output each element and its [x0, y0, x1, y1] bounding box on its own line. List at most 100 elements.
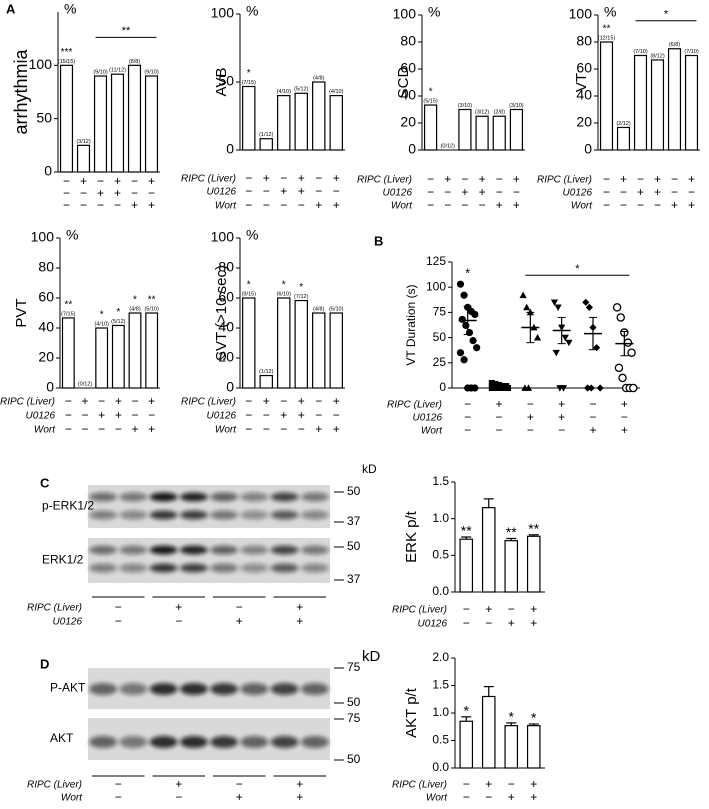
blot-band	[119, 563, 148, 573]
y-tick-label: 80	[218, 259, 234, 275]
condition-sign: −	[637, 198, 644, 212]
bar-note: (7/15)	[242, 80, 257, 86]
unit-label: %	[64, 1, 76, 17]
blot-band	[149, 683, 178, 695]
condition-sign: −	[81, 408, 88, 422]
condition-sign: +	[589, 423, 596, 437]
y-tick-label: 0	[439, 380, 446, 394]
condition-sign: −	[65, 422, 72, 436]
condition-label: U0126	[418, 619, 448, 630]
data-point	[552, 349, 560, 357]
bar-note: (2/12)	[616, 121, 631, 127]
blot-band	[119, 510, 148, 520]
bar	[526, 535, 541, 593]
bar	[526, 725, 541, 769]
condition-sign: −	[688, 185, 695, 199]
blot-band	[210, 545, 239, 555]
condition-sign: +	[298, 408, 305, 422]
condition-sign: +	[131, 422, 138, 436]
condition-sign: −	[496, 185, 503, 199]
blot-band	[89, 736, 118, 748]
data-point	[492, 380, 499, 387]
blot-band	[270, 736, 299, 748]
condition-sign: +	[315, 198, 322, 212]
blot-band	[119, 683, 148, 695]
y-tick-label: 80	[576, 33, 592, 49]
y-tick-label: 1.0	[432, 511, 449, 525]
condition-sign: −	[263, 198, 270, 212]
significance-star: *	[100, 310, 104, 321]
data-point	[554, 304, 562, 311]
condition-sign: +	[530, 602, 537, 616]
significance-star: ***	[61, 47, 73, 58]
blot-band	[270, 545, 299, 555]
condition-sign: +	[485, 602, 492, 616]
condition-sign: −	[671, 185, 678, 199]
data-point	[596, 384, 604, 392]
bar-note: (2/8)	[494, 110, 505, 116]
mw-marker-label: 75	[347, 660, 361, 674]
condition-sign: −	[603, 185, 610, 199]
condition-sign: −	[115, 777, 122, 791]
blot-row-label: p-ERK1/2	[42, 499, 94, 513]
condition-sign: −	[315, 408, 322, 422]
bar-note: (9/10)	[144, 69, 159, 75]
condition-sign: +	[315, 422, 322, 436]
y-tick-label: 50	[433, 330, 447, 344]
bar-note: (7/10)	[633, 49, 648, 55]
blot-band	[300, 683, 329, 695]
data-point	[469, 337, 477, 345]
y-tick-label: 60	[400, 60, 416, 76]
condition-sign: −	[496, 172, 503, 186]
condition-sign: −	[236, 600, 243, 614]
condition-sign: +	[114, 174, 121, 188]
condition-sign: +	[148, 198, 155, 212]
y-axis-label: SCD	[395, 66, 412, 98]
data-point	[587, 384, 595, 392]
significance-star: **	[461, 523, 472, 539]
mw-marker-label: 75	[347, 711, 361, 725]
y-tick-label: 1.5	[432, 474, 449, 488]
condition-sign: −	[508, 777, 515, 791]
significance-star: **	[64, 300, 72, 311]
y-tick-label: 100	[29, 56, 53, 72]
y-tick-label: 0.5	[432, 733, 449, 747]
significance-star: *	[116, 307, 120, 318]
data-point	[501, 385, 508, 391]
y-tick-label: 25	[433, 355, 447, 369]
blot-band	[149, 510, 178, 520]
condition-sign: +	[513, 198, 520, 212]
condition-sign: −	[444, 198, 451, 212]
data-point	[462, 321, 470, 330]
blot-band	[300, 510, 329, 520]
condition-sign: +	[131, 198, 138, 212]
y-tick-label: 20	[218, 349, 234, 365]
bar	[599, 41, 614, 151]
significance-star: *	[133, 295, 137, 306]
condition-sign: +	[115, 394, 122, 408]
y-tick-label: 100	[569, 6, 593, 22]
bar-note: (6/10)	[277, 291, 292, 297]
data-point	[523, 303, 531, 311]
condition-label: U0126	[207, 411, 237, 422]
bar	[504, 540, 519, 593]
condition-sign: −	[131, 174, 138, 188]
condition-sign: −	[603, 198, 610, 212]
condition-sign: +	[296, 777, 303, 791]
y-tick-label: 100	[31, 229, 55, 245]
data-point	[488, 385, 495, 391]
significance-label: *	[575, 263, 580, 275]
unit-label: %	[66, 227, 78, 243]
significance-star: *	[247, 68, 251, 79]
bar	[329, 312, 343, 389]
condition-label: U0126	[26, 411, 56, 422]
condition-sign: +	[527, 410, 534, 424]
bar	[509, 108, 524, 151]
condition-sign: −	[63, 198, 70, 212]
bar-note: (7/12)	[294, 294, 309, 300]
condition-label: RIPC (Liver)	[387, 400, 442, 411]
condition-sign: −	[80, 198, 87, 212]
significance-label: **	[122, 25, 131, 37]
condition-sign: −	[245, 422, 252, 436]
condition-sign: −	[114, 198, 121, 212]
